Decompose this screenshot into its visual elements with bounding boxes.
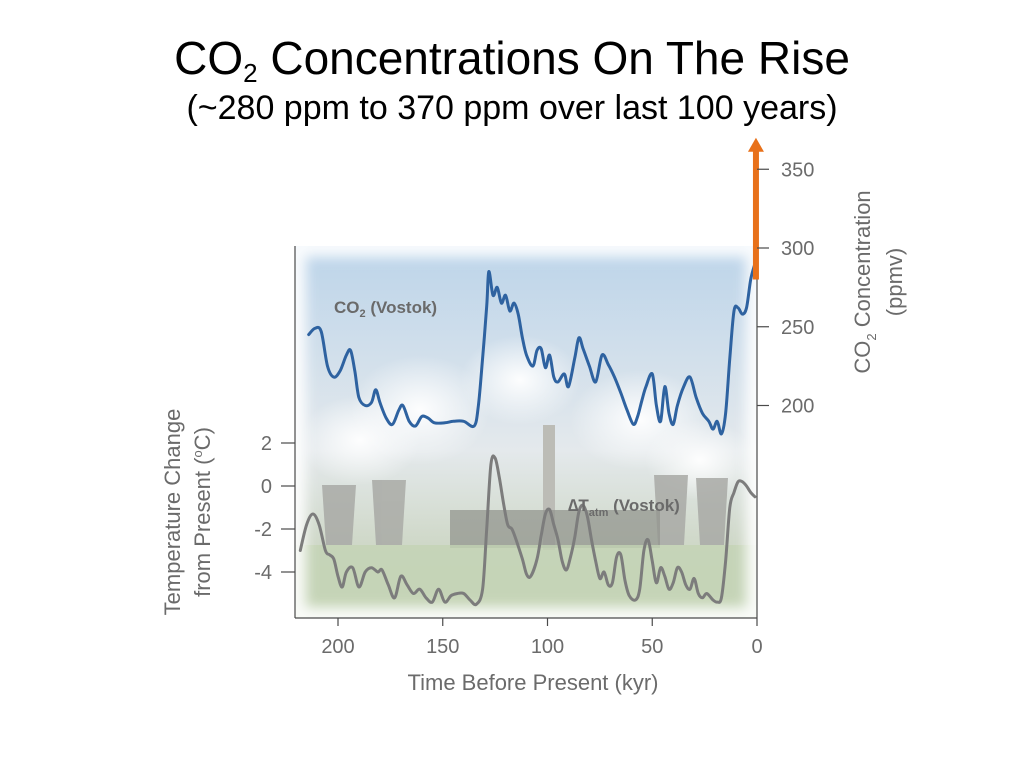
temp-annotation-sub: atm: [589, 507, 609, 519]
left-axis-title-line2-sup: o: [190, 450, 205, 457]
right-axis-title-line1-suffix: Concentration: [850, 190, 875, 333]
left-tick-label: 0: [261, 476, 272, 498]
slide-title-block: CO2 Concentrations On The Rise (~280 ppm…: [0, 30, 1024, 128]
left-tick-label: 2: [261, 433, 272, 455]
title-rest: Concentrations On The Rise: [257, 32, 850, 84]
svg-text:CO2 Concentration: CO2 Concentration: [850, 190, 879, 373]
left-tick-label: -4: [254, 562, 272, 584]
co2-series-line: [307, 262, 757, 436]
left-axis-title-line2-suffix: C): [190, 427, 215, 450]
right-axis-title-line1-sub: 2: [864, 333, 879, 340]
temp-annotation-t: T: [578, 496, 589, 515]
right-axis-title-line2: (ppmv): [882, 248, 907, 316]
right-tick-label: 300: [781, 238, 814, 260]
x-tick-label: 150: [426, 636, 459, 658]
x-tick-label: 200: [321, 636, 354, 658]
x-tick-label: 50: [641, 636, 663, 658]
co2-annotation-prefix: CO: [334, 298, 360, 317]
x-axis-ticks: 200 150 100 50 0: [321, 618, 763, 658]
x-axis-title: Time Before Present (kyr): [407, 670, 658, 695]
co2-rise-arrow: [747, 137, 764, 280]
right-tick-label: 200: [781, 396, 814, 418]
x-tick-label: 0: [751, 636, 762, 658]
title-subscript: 2: [243, 58, 258, 88]
x-tick-label: 100: [531, 636, 564, 658]
background-photo: [295, 246, 757, 618]
co2-annotation-sub: 2: [360, 308, 366, 320]
left-axis-ticks: 2 0 -2 -4: [254, 433, 295, 584]
right-tick-label: 350: [781, 159, 814, 181]
co2-annotation-suffix: (Vostok): [366, 298, 437, 317]
svg-text:(ppmv): (ppmv): [882, 248, 907, 316]
temp-series-annotation: ∆Tatm (Vostok): [568, 496, 680, 519]
temperature-series-line: [298, 454, 757, 607]
left-tick-label: -2: [254, 519, 272, 541]
right-axis-ticks: 350 300 250 200: [757, 159, 814, 418]
svg-text:Temperature Change: Temperature Change: [160, 409, 185, 616]
temp-annotation-delta: ∆: [568, 496, 579, 515]
slide-subtitle: (~280 ppm to 370 ppm over last 100 years…: [186, 89, 838, 127]
left-axis-title-line2-prefix: from Present (: [190, 457, 215, 597]
right-axis-title-line1-prefix: CO: [850, 341, 875, 374]
right-axis-title: CO2 Concentration (ppmv): [850, 190, 907, 373]
left-axis-title: Temperature Change from Present (oC): [160, 409, 215, 616]
svg-text:from Present (oC): from Present (oC): [190, 427, 215, 597]
temp-annotation-suffix: (Vostok): [608, 496, 679, 515]
co2-series-annotation: CO2 (Vostok): [334, 298, 437, 320]
slide-title: CO2 Concentrations On The Rise: [0, 30, 1024, 86]
right-tick-label: 250: [781, 317, 814, 339]
title-prefix: CO: [174, 32, 244, 84]
left-axis-title-line1: Temperature Change: [160, 409, 185, 616]
